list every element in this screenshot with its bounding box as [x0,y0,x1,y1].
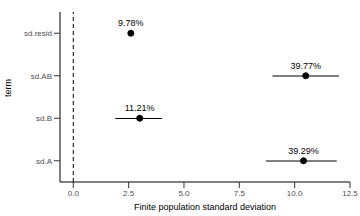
svg-text:sd.resid: sd.resid [24,29,52,38]
svg-text:sd.B: sd.B [36,114,52,123]
svg-text:7.5: 7.5 [234,189,246,198]
svg-text:39.77%: 39.77% [290,61,321,71]
svg-text:2.5: 2.5 [123,189,135,198]
svg-text:11.21%: 11.21% [125,103,155,113]
svg-text:12.5: 12.5 [342,189,352,198]
svg-text:10.0: 10.0 [287,189,303,198]
svg-text:term: term [8,79,13,97]
svg-text:sd.A: sd.A [36,157,53,166]
svg-text:Finite population standard dev: Finite population standard deviation [134,202,276,212]
svg-text:sd.AB: sd.AB [31,72,52,81]
svg-text:9.78%: 9.78% [118,18,144,28]
svg-text:39.29%: 39.29% [288,146,319,156]
svg-text:0.0: 0.0 [68,189,80,198]
svg-text:5.0: 5.0 [178,189,190,198]
